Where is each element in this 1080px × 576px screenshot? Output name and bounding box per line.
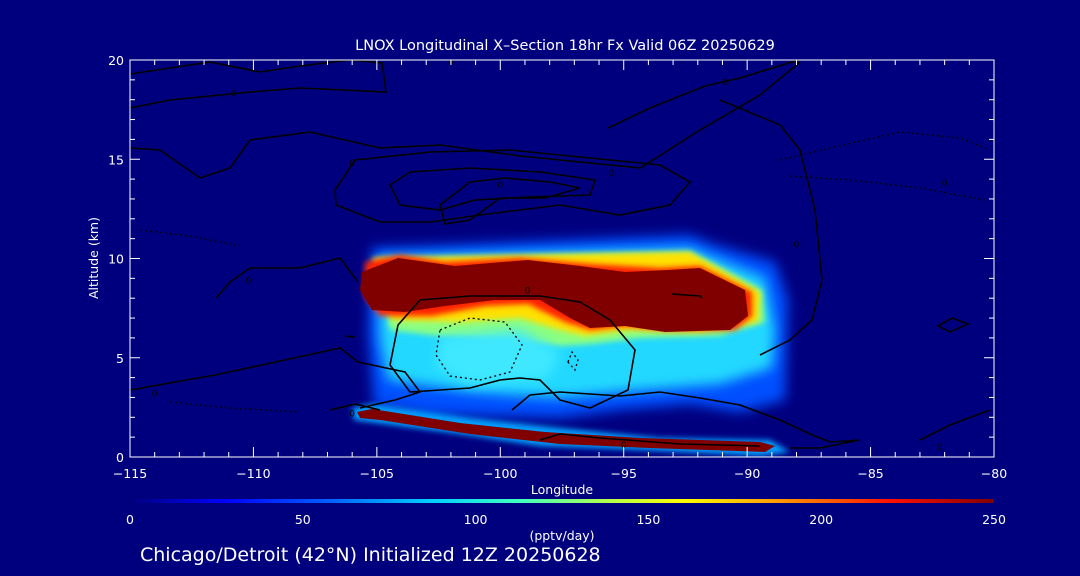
contour-label: 0 [349, 409, 355, 419]
x-tick-label: −100 [483, 466, 517, 481]
colorbar-tick-label: 50 [295, 512, 311, 527]
contour-line [389, 295, 636, 409]
colorbar-tick-label: 250 [982, 512, 1006, 527]
y-tick-label: 10 [108, 252, 124, 267]
field-surface-band [357, 409, 775, 452]
colorbar: 0 50 100 150 200 250 (pptv/day) [126, 499, 1006, 543]
x-tick-label: −115 [113, 466, 147, 481]
plot-area: 00000000000000 [130, 60, 991, 456]
contour-line [334, 149, 692, 223]
contour-label: 0 [621, 441, 627, 451]
dotted-contour [139, 229, 241, 247]
contour-line [539, 433, 761, 447]
dotted-contour [169, 401, 301, 413]
dotted-contour [567, 350, 579, 372]
contour-line [130, 60, 387, 109]
x-tick-label: −85 [857, 466, 883, 481]
colorbar-ramp [130, 499, 994, 503]
lnox-field [352, 235, 790, 456]
contour-label: 0 [349, 159, 355, 169]
contour-line [671, 293, 703, 299]
contour-line [329, 403, 381, 411]
negative-contours [139, 131, 991, 413]
contour-line [439, 177, 581, 225]
contour-label: 0 [231, 90, 237, 100]
colorbar-tick-label: 150 [636, 512, 660, 527]
contour-line [719, 99, 823, 356]
colorbar-tick-label: 200 [809, 512, 833, 527]
contour-label: 0 [609, 169, 615, 179]
chart-title: LNOX Longitudinal X–Section 18hr Fx Vali… [355, 38, 775, 54]
x-tick-label: −90 [734, 466, 760, 481]
axes: −115 −110 −105 −100 −95 −90 −85 −80 0 5 10 15 20 [108, 53, 1007, 481]
field-layer-maximum [360, 258, 748, 332]
dotted-contour [435, 317, 523, 381]
contour-line [130, 61, 801, 179]
colorbar-tick-label: 0 [126, 512, 134, 527]
y-tick-label: 0 [116, 450, 124, 465]
contour-label: 0 [246, 276, 252, 286]
contour-line [130, 347, 422, 409]
contour-line [919, 409, 991, 441]
x-tick-label: −80 [981, 466, 1007, 481]
contour-line [215, 257, 359, 299]
colorbar-ticks: 0 50 100 150 200 250 [126, 512, 1006, 527]
x-tick-label: −110 [236, 466, 270, 481]
footer-caption: Chicago/Detroit (42°N) Initialized 12Z 2… [140, 544, 601, 566]
contour-line [511, 391, 861, 449]
y-axis-label: Altitude (km) [86, 217, 101, 299]
x-tick-label: −95 [611, 466, 637, 481]
contour-label: 0 [937, 443, 943, 453]
y-tick-label: 5 [116, 351, 124, 366]
x-axis-label: Longitude [531, 482, 593, 497]
contour-label: 0 [497, 181, 503, 191]
field-mid-cyan-blob [436, 330, 560, 384]
contour-line [388, 167, 597, 211]
colorbar-label: (pptv/day) [529, 528, 594, 543]
contour-label: 0 [722, 78, 728, 88]
contour-label: 0 [525, 286, 531, 296]
contour-label: 0 [794, 241, 800, 251]
contour-label: 0 [942, 179, 948, 189]
contour-line [344, 335, 356, 338]
contour-line [936, 317, 971, 333]
x-tick-label: −105 [360, 466, 394, 481]
contour-lines [130, 60, 991, 449]
dotted-contour [789, 175, 986, 201]
contour-line [607, 60, 802, 129]
y-tick-label: 20 [108, 53, 124, 68]
colorbar-tick-label: 100 [464, 512, 488, 527]
y-tick-label: 15 [108, 152, 124, 167]
dotted-contour [779, 131, 991, 161]
contour-label: 0 [152, 389, 158, 399]
